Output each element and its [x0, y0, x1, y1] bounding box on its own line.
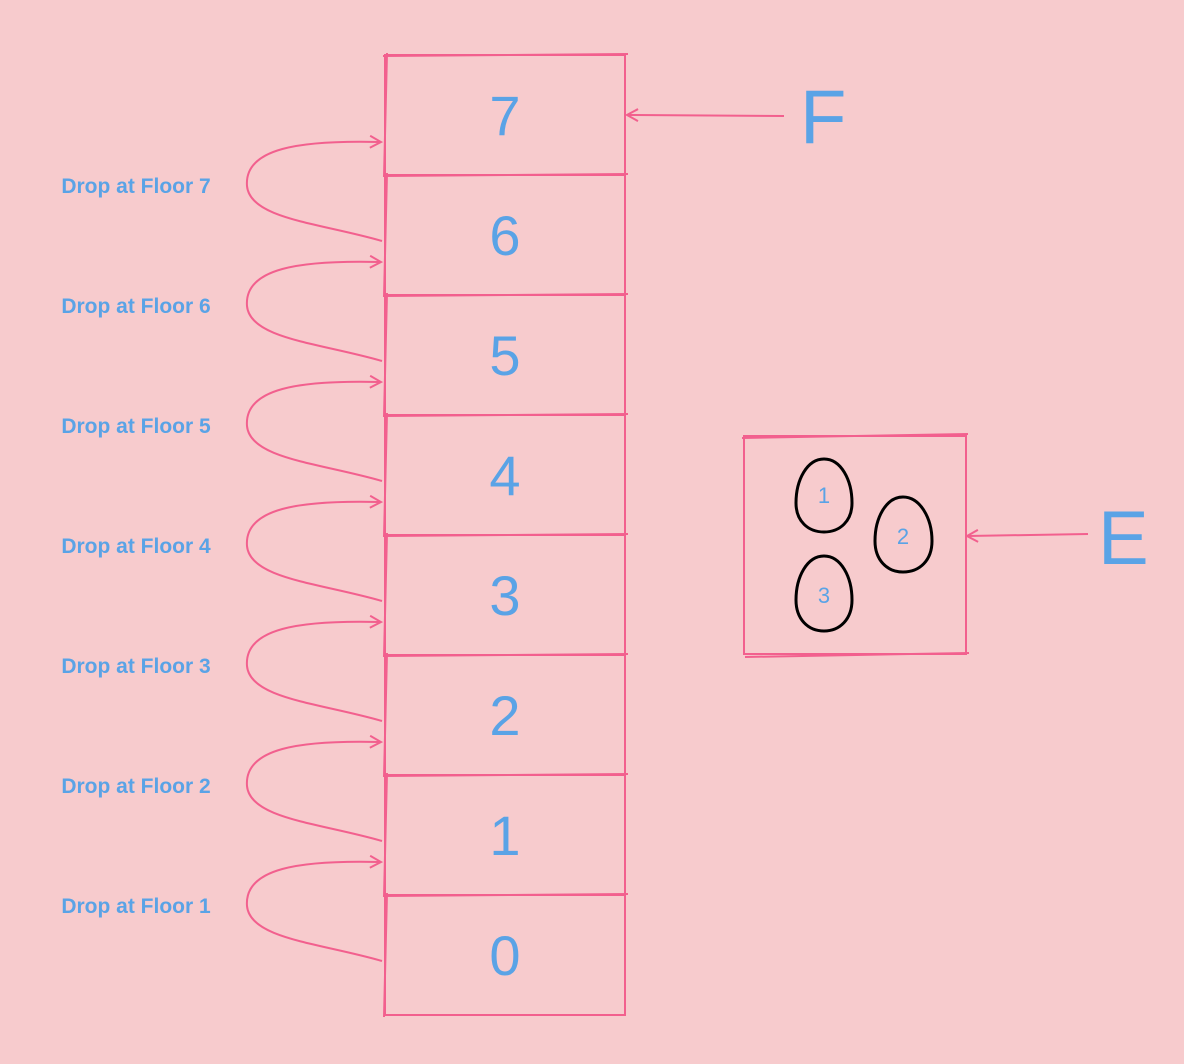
floor-3: 3 [382, 532, 629, 658]
drop-label: Drop at Floor 7 [61, 175, 210, 198]
drop-step: Drop at Floor 5 [61, 382, 382, 482]
drop-arrows: Drop at Floor 7 Drop at Floor 6 Drop at Fl… [61, 142, 382, 962]
drop-step: Drop at Floor 3 [61, 622, 382, 722]
floor-number: 3 [489, 564, 520, 627]
drop-label: Drop at Floor 5 [61, 415, 211, 438]
eggs-box: 1 2 3 [741, 433, 970, 658]
egg-number: 2 [897, 524, 909, 549]
egg-outline [794, 457, 854, 534]
floor-number: 7 [489, 84, 520, 147]
floor-6: 6 [382, 172, 629, 298]
drop-arrow [245, 862, 382, 962]
eggs-pointer: E [968, 496, 1149, 581]
floor-2: 2 [382, 652, 629, 778]
drop-arrow [245, 262, 382, 362]
drop-label: Drop at Floor 4 [61, 535, 211, 558]
egg-number: 3 [818, 583, 830, 608]
floor-0: 0 [382, 892, 629, 1018]
floor-number: 6 [489, 204, 520, 267]
drop-label: Drop at Floor 6 [61, 295, 210, 318]
floor-number: 1 [489, 804, 520, 867]
building-tower: 7 6 5 4 3 2 1 0 [382, 52, 629, 1018]
egg-1: 1 [794, 457, 854, 534]
drop-label: Drop at Floor 2 [61, 775, 210, 798]
drop-arrow [245, 382, 382, 482]
drop-step: Drop at Floor 4 [61, 502, 382, 602]
drop-arrow [245, 142, 382, 242]
drop-arrow [245, 742, 382, 842]
floor-number: 0 [489, 924, 520, 987]
drop-label: Drop at Floor 3 [61, 655, 210, 678]
drop-arrow [245, 622, 382, 722]
drop-label: Drop at Floor 1 [61, 895, 211, 918]
drop-step: Drop at Floor 7 [61, 142, 382, 242]
floors-pointer: F [628, 75, 846, 160]
floor-4: 4 [382, 412, 629, 538]
egg-2: 2 [873, 495, 934, 574]
egg-outline [873, 495, 934, 574]
drop-step: Drop at Floor 2 [61, 742, 382, 842]
eggs-pointer-label: E [1098, 496, 1149, 581]
floor-number: 4 [489, 444, 520, 507]
floors-pointer-label: F [800, 75, 846, 160]
egg-3: 3 [794, 554, 854, 633]
floor-5: 5 [382, 292, 629, 418]
drop-step: Drop at Floor 1 [61, 862, 382, 962]
floor-number: 5 [489, 324, 520, 387]
egg-number: 1 [818, 483, 830, 508]
egg-outline [794, 554, 854, 633]
floor-7: 7 [382, 52, 629, 178]
drop-arrow [245, 502, 382, 602]
floor-1: 1 [382, 772, 629, 898]
floors-pointer-arrow [628, 115, 785, 116]
drop-step: Drop at Floor 6 [61, 262, 382, 362]
floor-number: 2 [489, 684, 520, 747]
eggs-pointer-arrow [968, 534, 1089, 536]
